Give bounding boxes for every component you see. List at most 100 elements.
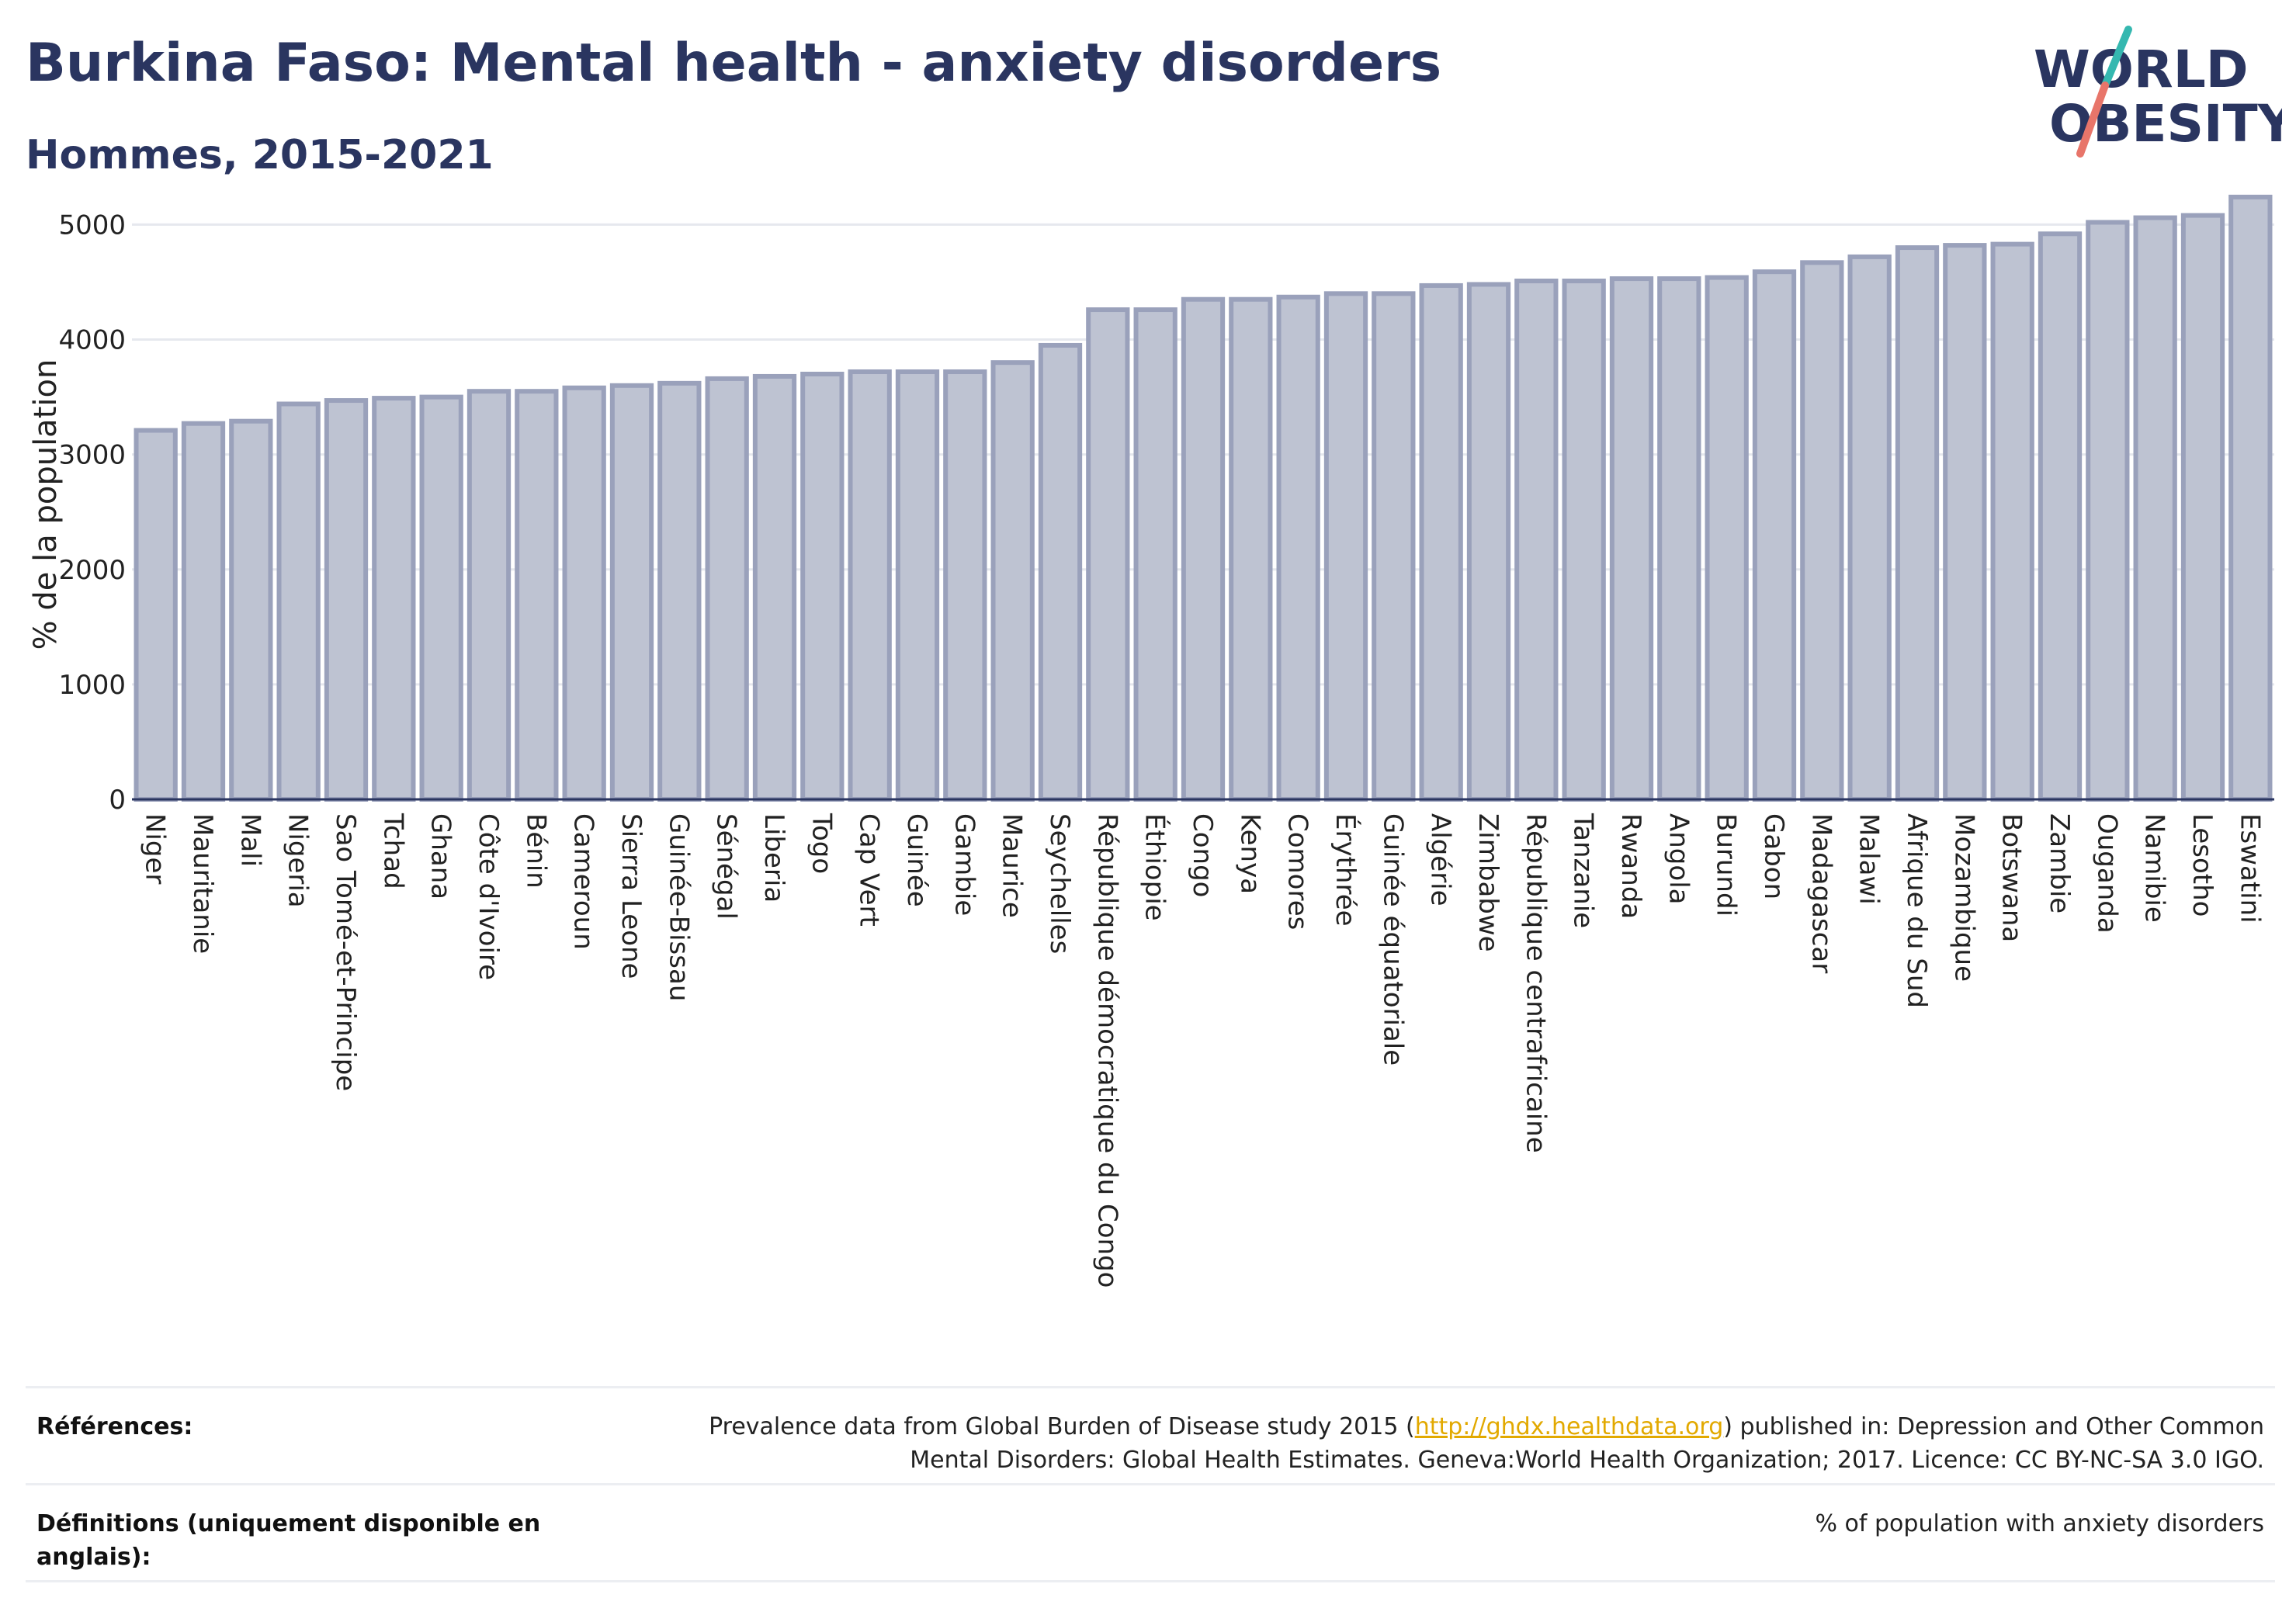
category-label: Bénin — [520, 813, 551, 889]
bar-14 — [800, 371, 845, 802]
bar-9 — [562, 385, 606, 802]
category-label: Guinée équatoriale — [1377, 813, 1408, 1066]
y-tick-label: 1000 — [58, 670, 126, 701]
category-label: Tchad — [377, 813, 408, 889]
category-label: Afrique du Sud — [1901, 813, 1932, 1008]
bar-6 — [419, 394, 463, 802]
category-label: Mauritanie — [187, 813, 218, 954]
bar-16 — [895, 369, 940, 802]
y-tick-label: 3000 — [58, 440, 126, 471]
bar-26 — [1372, 291, 1416, 802]
category-label: Burundi — [1711, 813, 1742, 917]
y-tick-label: 0 — [109, 785, 126, 816]
references-table: Références: Prevalence data from Global … — [26, 1386, 2275, 1582]
category-label: Maurice — [997, 813, 1028, 918]
axes: 0 1000 2000 3000 4000 5000 — [58, 210, 2274, 816]
y-axis-label: % de la population — [28, 359, 64, 650]
bar-12 — [705, 376, 749, 802]
bar-17 — [943, 369, 987, 802]
bar-10 — [609, 383, 654, 802]
category-label: Congo — [1187, 813, 1218, 897]
bar-39 — [1990, 241, 2034, 802]
bar-33 — [1705, 275, 1749, 802]
bar-19 — [1038, 342, 1083, 802]
bar-34 — [1752, 269, 1797, 802]
logo-slash-coral — [2076, 81, 2109, 158]
bar-41 — [2086, 220, 2130, 802]
bar-4 — [324, 398, 369, 802]
category-label: Liberia — [758, 813, 789, 903]
category-label: Éthiopie — [1139, 813, 1171, 921]
bar-23 — [1229, 296, 1273, 802]
bar-20 — [1086, 307, 1130, 802]
bar-1 — [181, 421, 226, 802]
category-label: Eswatini — [2234, 813, 2265, 924]
category-label: Nigeria — [283, 813, 314, 908]
category-label: Algérie — [1425, 813, 1456, 906]
bar-38 — [1943, 243, 1987, 802]
category-label: Cap Vert — [854, 813, 885, 927]
bar-8 — [515, 389, 559, 802]
bar-31 — [1609, 276, 1654, 802]
category-label: Togo — [806, 813, 837, 874]
bar-18 — [990, 360, 1035, 802]
category-label: Érythrée — [1330, 813, 1361, 927]
world-obesity-logo: WORLD OBESITY — [2034, 26, 2282, 158]
category-label: Sao Tomé-et-Principe — [330, 813, 361, 1091]
bar-11 — [657, 380, 702, 802]
bar-25 — [1323, 291, 1368, 802]
y-tick-label: 2000 — [58, 555, 126, 586]
category-label: Seychelles — [1044, 813, 1075, 954]
references-text: Prevalence data from Global Burden of Di… — [634, 1410, 2264, 1477]
category-label: Guinée-Bissau — [663, 813, 694, 1001]
bars — [134, 194, 2273, 802]
bar-22 — [1181, 296, 1226, 802]
bar-0 — [134, 428, 178, 802]
bar-chart: 0 1000 2000 3000 4000 5000 Niger Mauritanie Mal… — [28, 194, 2274, 1288]
bar-27 — [1419, 282, 1463, 802]
bar-13 — [752, 373, 797, 802]
y-tick-label: 5000 — [58, 210, 126, 241]
category-label: Zambie — [2044, 813, 2075, 913]
category-label: Mozambique — [1948, 813, 1979, 982]
definitions-label: Définitions (uniquement disponible en an… — [36, 1510, 541, 1571]
bar-44 — [2228, 194, 2273, 802]
bar-24 — [1276, 294, 1320, 802]
bar-2 — [229, 418, 273, 802]
category-label: Mali — [234, 813, 265, 867]
bar-37 — [1895, 245, 1940, 802]
category-label: Gambie — [949, 813, 980, 916]
category-label: Niger — [140, 813, 171, 884]
bar-35 — [1800, 260, 1844, 802]
category-label: Ghana — [425, 813, 456, 899]
category-label: Gabon — [1758, 813, 1789, 899]
category-label: Rwanda — [1615, 813, 1646, 919]
category-label: Botswana — [1996, 813, 2027, 942]
references-row: Références: Prevalence data from Global … — [26, 1386, 2275, 1483]
bar-3 — [276, 401, 321, 802]
category-label: Angola — [1663, 813, 1694, 904]
category-label: Namibie — [2139, 813, 2170, 923]
bar-5 — [372, 396, 416, 802]
category-label: République démocratique du Congo — [1091, 813, 1122, 1288]
category-label: Lesotho — [2187, 813, 2218, 917]
references-link[interactable]: http://ghdx.healthdata.org — [1414, 1413, 1724, 1440]
bar-40 — [2038, 231, 2083, 802]
page-title: Burkina Faso: Mental health - anxiety di… — [26, 33, 1442, 94]
logo-word-world: WORLD — [2034, 40, 2249, 99]
category-label: Malawi — [1854, 813, 1885, 905]
category-label: Sénégal — [711, 813, 742, 920]
bar-43 — [2180, 213, 2225, 802]
bar-7 — [466, 389, 512, 802]
category-label: République centrafricaine — [1520, 813, 1551, 1153]
category-label: Côte d'Ivoire — [473, 813, 504, 980]
page-subtitle: Hommes, 2015-2021 — [26, 132, 494, 178]
y-tick-label: 4000 — [58, 325, 126, 356]
bar-28 — [1466, 282, 1511, 802]
category-label: Comores — [1282, 813, 1313, 930]
definitions-text: % of population with anxiety disorders — [1815, 1510, 2264, 1537]
references-label: Références: — [36, 1413, 193, 1440]
category-label: Madagascar — [1805, 813, 1836, 973]
bar-42 — [2133, 215, 2177, 802]
category-label: Tanzanie — [1568, 813, 1599, 928]
